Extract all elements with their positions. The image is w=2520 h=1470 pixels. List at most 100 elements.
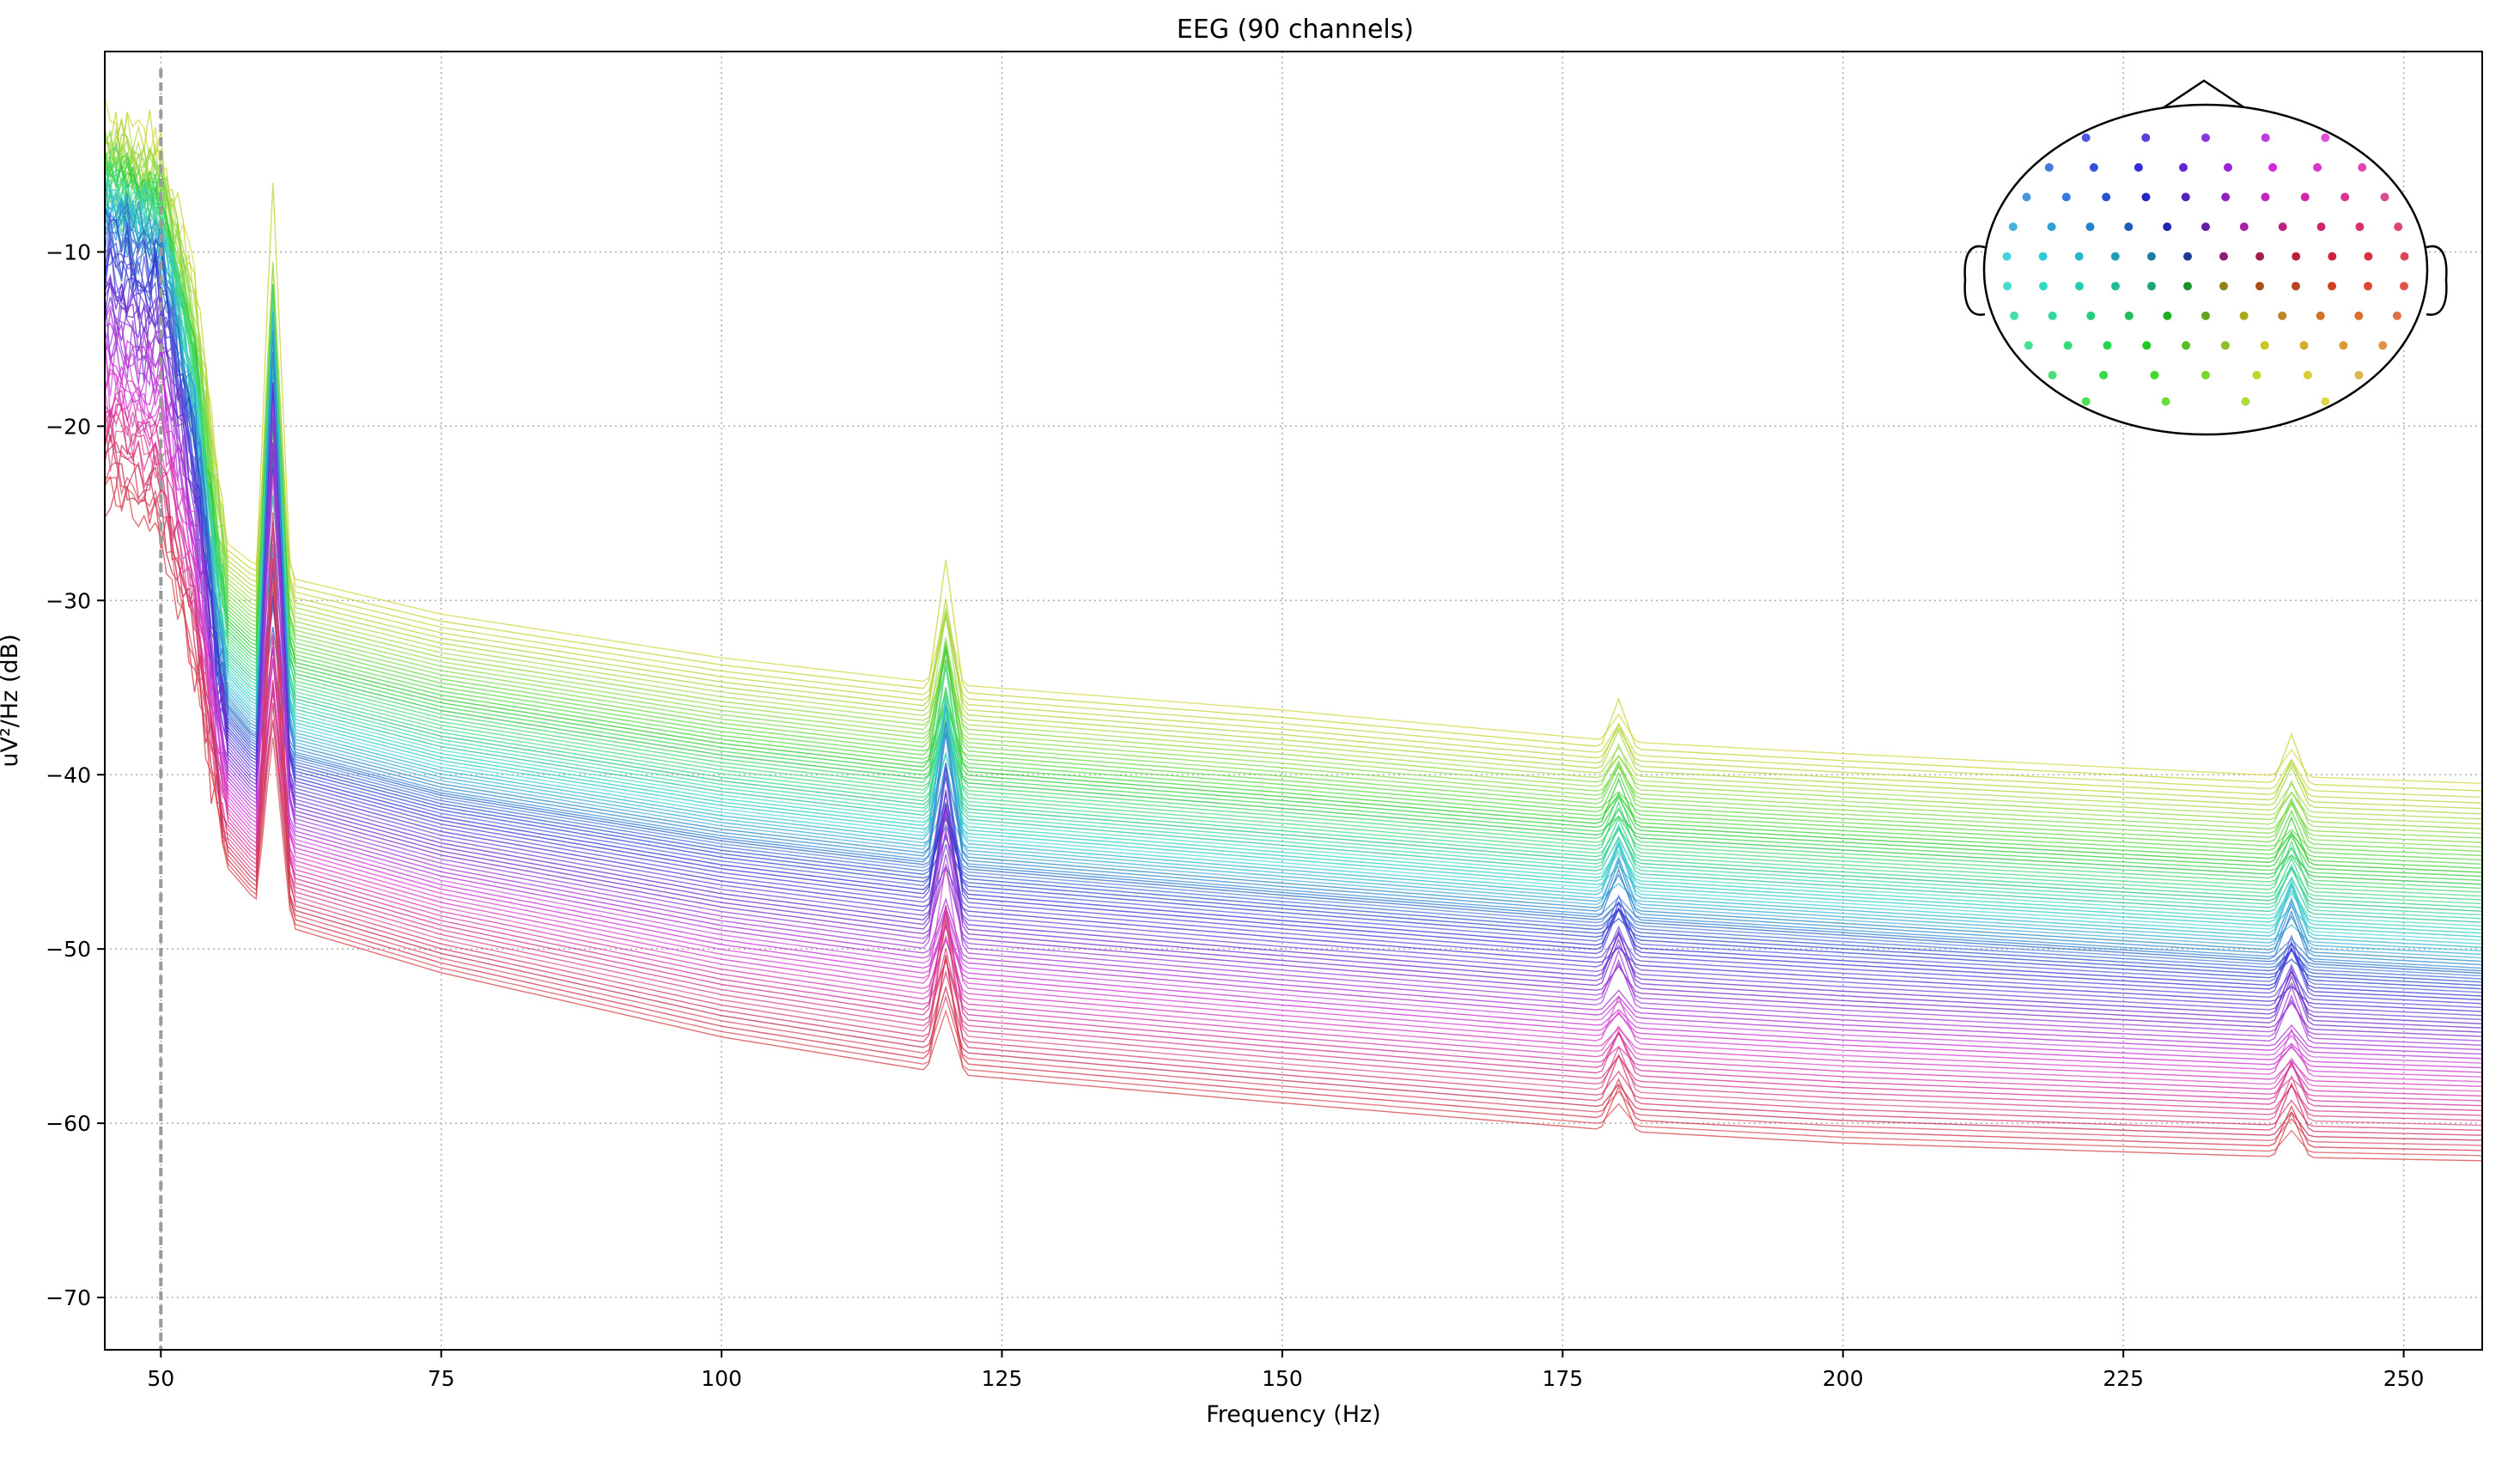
channel-psd-line xyxy=(105,217,2482,975)
channel-psd-line xyxy=(105,192,2482,959)
channel-psd-line xyxy=(105,129,2482,820)
channel-psd-line xyxy=(105,179,2482,966)
channel-psd-line xyxy=(105,118,2482,815)
channel-psd-line xyxy=(105,153,2482,857)
channel-psd-line xyxy=(105,278,2482,1021)
sensor-dot xyxy=(2142,341,2152,350)
sensor-dot xyxy=(2321,397,2330,406)
sensor-dot xyxy=(2044,163,2054,172)
y-axis-label: uV²/Hz (dB) xyxy=(0,634,23,767)
sensor-dot xyxy=(2260,341,2269,350)
channel-psd-line xyxy=(105,180,2482,952)
channel-psd-line xyxy=(105,187,2482,931)
sensor-topomap-inset xyxy=(1963,79,2448,436)
sensor-dot xyxy=(2299,341,2309,350)
sensor-dot xyxy=(2328,282,2336,291)
plot-frame xyxy=(104,51,2483,1351)
topomap-head-outline xyxy=(1982,103,2429,436)
chart-title: EEG (90 channels) xyxy=(1177,15,1414,45)
channel-psd-line xyxy=(105,410,2482,1116)
channel-psd-line xyxy=(105,207,2482,983)
channel-psd-line xyxy=(105,368,2482,1087)
sensor-dot xyxy=(2081,133,2091,143)
channel-psd-line xyxy=(105,179,2482,916)
sensor-dot xyxy=(2400,252,2409,261)
x-axis-label: Frequency (Hz) xyxy=(1206,1401,1381,1428)
channel-psd-line xyxy=(105,273,2482,1024)
channel-psd-line xyxy=(105,309,2482,1060)
sensor-dot xyxy=(2147,282,2156,291)
sensor-dot xyxy=(2201,222,2210,232)
sensor-dot xyxy=(2102,192,2111,202)
sensor-dot xyxy=(2048,370,2057,380)
sensor-dot xyxy=(2255,282,2264,291)
channel-psd-line xyxy=(105,389,2482,1097)
sensor-dot xyxy=(2224,163,2232,172)
sensor-dot xyxy=(2089,163,2098,172)
sensor-dot xyxy=(2141,133,2151,143)
sensor-dot xyxy=(2063,341,2073,350)
channel-psd-line xyxy=(105,319,2482,1051)
sensor-dot xyxy=(2124,222,2133,232)
x-tick-label: 225 xyxy=(2103,1366,2144,1391)
sensor-dot xyxy=(2268,163,2278,172)
sensor-dot xyxy=(2300,192,2310,202)
channel-psd-line xyxy=(105,404,2482,1111)
x-tick-label: 50 xyxy=(147,1366,174,1391)
sensor-dot xyxy=(2354,311,2364,320)
channel-psd-line xyxy=(105,202,2482,980)
sensor-dot xyxy=(2110,252,2120,261)
sensor-dot xyxy=(2181,192,2190,202)
sensor-dot xyxy=(2075,282,2084,291)
channel-psd-line xyxy=(105,130,2482,825)
channel-psd-line xyxy=(105,385,2482,1092)
y-tick-label: −40 xyxy=(46,762,91,787)
sensor-dot xyxy=(2241,397,2250,406)
channel-psd-line xyxy=(105,196,2482,956)
channel-psd-line xyxy=(105,247,2482,1009)
channel-psd-line xyxy=(105,216,2482,993)
channel-psd-line xyxy=(105,155,2482,866)
channel-psd-line xyxy=(105,198,2482,923)
channel-psd-line xyxy=(105,339,2482,1078)
channel-psd-line xyxy=(105,238,2482,1001)
channel-psd-line xyxy=(105,343,2482,1069)
sensor-dot xyxy=(2024,341,2033,350)
channel-psd-line xyxy=(105,296,2482,1033)
channel-psd-line xyxy=(105,475,2482,1162)
sensor-dot xyxy=(2002,252,2012,261)
channel-psd-line xyxy=(105,423,2482,1132)
y-tick-label: −30 xyxy=(46,588,91,613)
channel-psd-line xyxy=(105,149,2482,848)
y-tick-label: −70 xyxy=(46,1285,91,1310)
topomap-left-ear xyxy=(1963,245,1986,316)
x-tick-label: 75 xyxy=(428,1366,455,1391)
sensor-dot xyxy=(2183,282,2192,291)
sensor-dot xyxy=(2183,252,2192,261)
sensor-dot xyxy=(2081,397,2091,406)
sensor-dot xyxy=(2394,222,2403,232)
sensor-dot xyxy=(2358,163,2367,172)
sensor-dot xyxy=(2182,341,2191,350)
sensor-dot xyxy=(2355,222,2365,232)
channel-psd-line xyxy=(105,183,2482,912)
sensor-dot xyxy=(2328,252,2337,261)
sensor-dot xyxy=(2163,311,2172,320)
sensor-dot xyxy=(2085,222,2095,232)
x-tick-label: 125 xyxy=(982,1366,1023,1391)
sensor-dot xyxy=(2146,252,2156,261)
channel-psd-line xyxy=(105,208,2482,963)
sensor-dot xyxy=(2378,341,2388,350)
sensor-dot xyxy=(2261,192,2270,202)
sensor-dot xyxy=(2252,370,2261,380)
sensor-dot xyxy=(2047,222,2056,232)
channel-psd-line xyxy=(105,277,2482,1012)
sensor-dot xyxy=(2364,282,2372,291)
sensor-dot xyxy=(2321,133,2330,143)
channel-psd-line xyxy=(105,133,2482,829)
sensor-dot xyxy=(2261,133,2270,143)
sensor-dot xyxy=(2161,397,2170,406)
sensor-dot xyxy=(2099,370,2109,380)
channel-psd-line xyxy=(105,414,2482,1127)
channel-psd-line xyxy=(105,170,2482,908)
